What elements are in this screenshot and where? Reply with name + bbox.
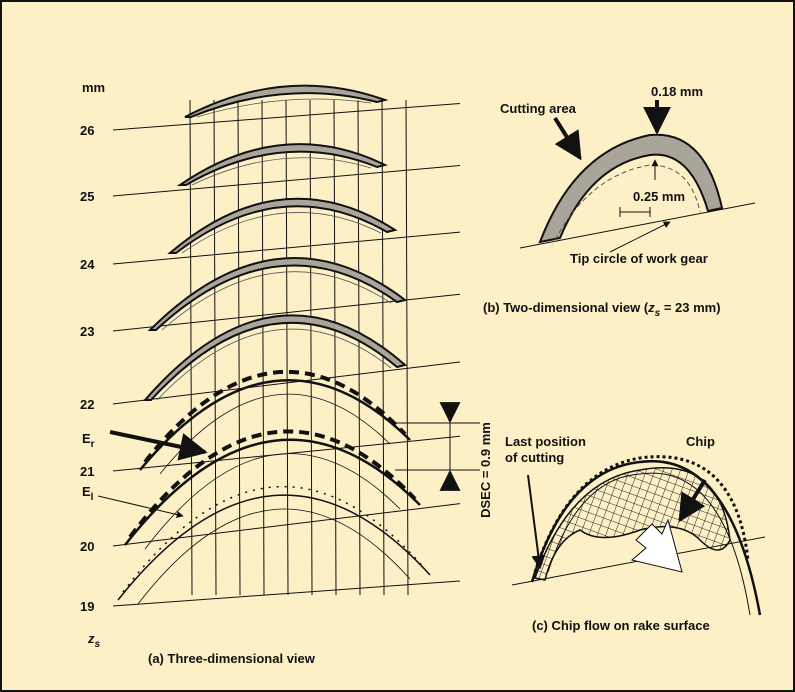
level-label: 21 [80,464,94,479]
unit: mm [82,80,105,95]
caption-b-text: (b) Two-dimensional view ( [483,300,649,315]
cutting-area-label: Cutting area [500,101,577,116]
dsec-label: DSEC = 0.9 mm [478,422,493,518]
last-position-2: of cutting [505,450,564,465]
tip-circle-label: Tip circle of work gear [570,251,708,266]
last-position-1: Last position [505,434,586,449]
figure: 2625242322212019 mm zs (a) Three-dimensi… [0,0,795,692]
level-label: 22 [80,397,94,412]
chip-label: Chip [686,434,715,449]
thickness-label: 0.18 mm [651,84,703,99]
caption-c: (c) Chip flow on rake surface [532,618,710,633]
axis-sub: s [95,639,101,650]
spacing-label: 0.25 mm [633,189,685,204]
caption-a: (a) Three-dimensional view [148,651,316,666]
el-sub: l [91,492,94,503]
level-label: 24 [80,257,95,272]
level-label: 20 [80,539,94,554]
el-main: E [82,484,91,499]
frame [1,1,794,691]
level-label: 25 [80,189,94,204]
er-sub: r [91,439,95,450]
level-label: 26 [80,123,94,138]
er-main: E [82,431,91,446]
level-label: 19 [80,599,94,614]
level-label: 23 [80,324,94,339]
caption-b-rest: = 23 mm) [660,300,720,315]
